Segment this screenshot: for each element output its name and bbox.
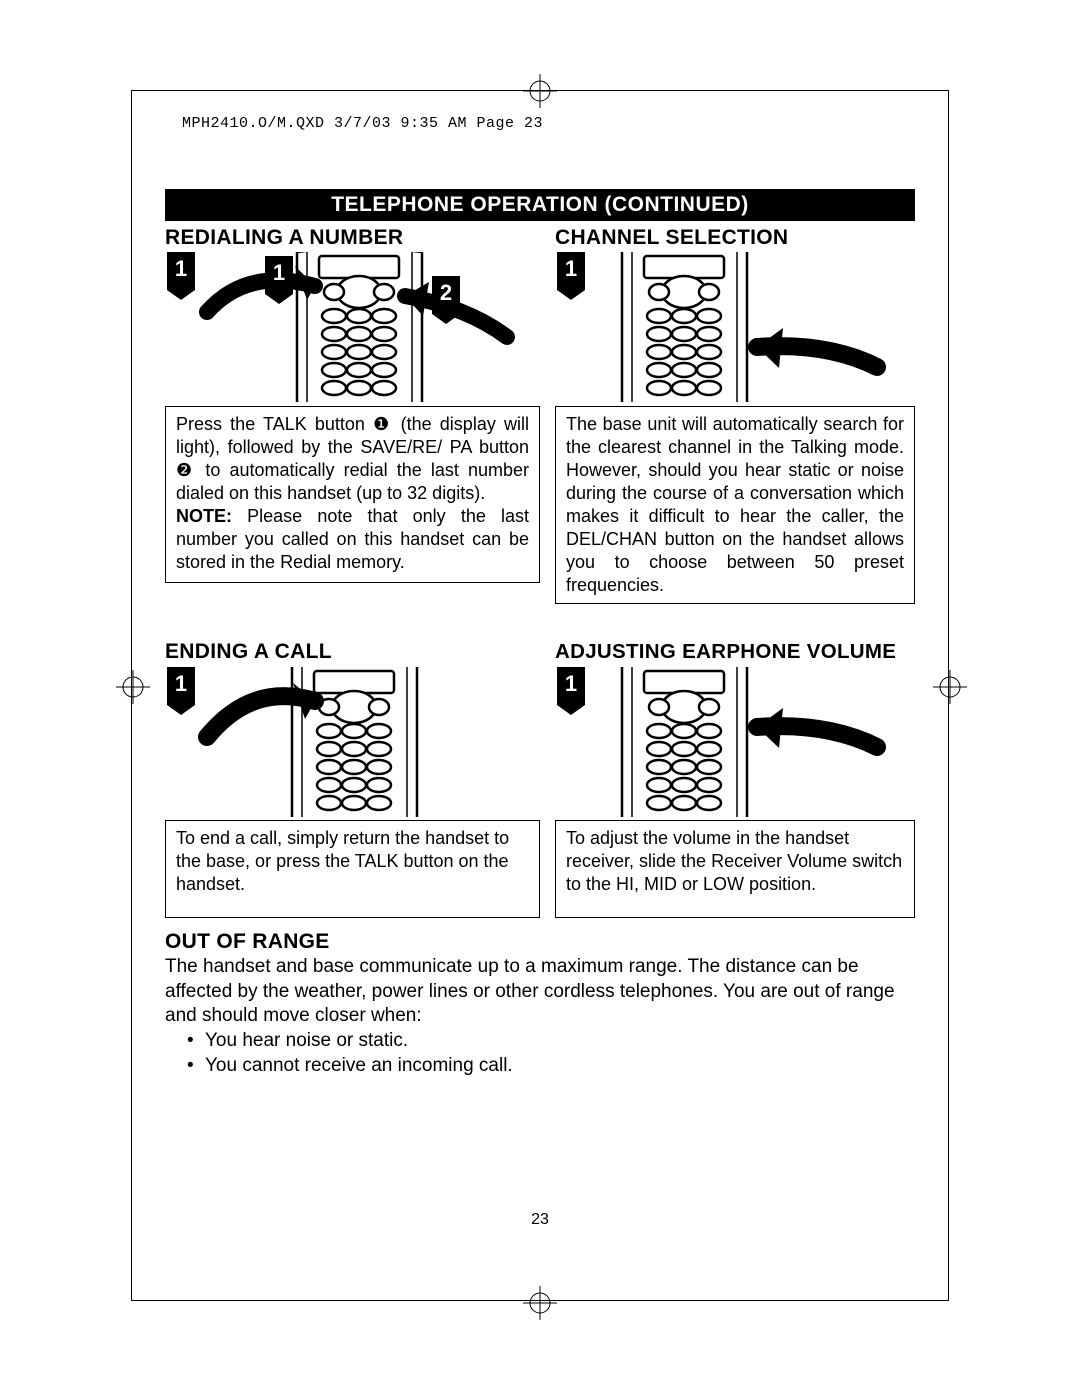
crop-mark-tl: [116, 670, 150, 704]
step-marker-volume-1: 1: [557, 667, 585, 705]
redial-text-mid2: to automatically redial the last number …: [176, 460, 529, 503]
illustration-end-phone: [167, 667, 542, 817]
range-bullet-1: You cannot receive an incoming call.: [187, 1054, 917, 1079]
end-text: To end a call, simply return the handset…: [176, 828, 509, 894]
redial-circ1: ❶: [373, 414, 392, 434]
redial-circ2: ❷: [176, 460, 196, 480]
textbox-redial: Press the TALK button ❶ (the display wil…: [165, 406, 540, 583]
step-marker-end-1: 1: [167, 667, 195, 705]
redial-text-pre: Press the TALK button: [176, 414, 373, 434]
textbox-end: To end a call, simply return the handset…: [165, 820, 540, 918]
range-bullet-0: You hear noise or static.: [187, 1029, 917, 1054]
range-bullets: You hear noise or static. You cannot rec…: [187, 1029, 917, 1078]
doc-header-line: MPH2410.O/M.QXD 3/7/03 9:35 AM Page 23: [182, 115, 543, 132]
step-marker-redial-1a: 1: [167, 252, 195, 290]
page-number: 23: [0, 1211, 1080, 1229]
section-title-bar: TELEPHONE OPERATION (CONTINUED): [165, 189, 915, 221]
illustration-volume-phone: [557, 667, 917, 817]
heading-redial: REDIALING A NUMBER: [165, 226, 403, 250]
volume-text: To adjust the volume in the handset rece…: [566, 828, 902, 894]
heading-volume: ADJUSTING EARPHONE VOLUME: [555, 640, 896, 664]
textbox-volume: To adjust the volume in the handset rece…: [555, 820, 915, 918]
redial-note-label: NOTE:: [176, 506, 232, 526]
crop-mark-top: [523, 74, 557, 108]
range-para: The handset and base communicate up to a…: [165, 955, 917, 1029]
illustration-channel-phone: [557, 252, 917, 402]
textbox-channel: The base unit will automatically search …: [555, 406, 915, 604]
heading-end: ENDING A CALL: [165, 640, 332, 664]
heading-range: OUT OF RANGE: [165, 930, 330, 954]
text-range: The handset and base communicate up to a…: [165, 955, 917, 1078]
crop-mark-bottom: [523, 1286, 557, 1320]
illustration-redial-phone: [167, 252, 542, 402]
step-marker-redial-2: 2: [432, 276, 460, 314]
crop-mark-tr: [933, 670, 967, 704]
step-marker-redial-1b: 1: [265, 256, 293, 294]
heading-channel: CHANNEL SELECTION: [555, 226, 788, 250]
step-marker-channel-1: 1: [557, 252, 585, 290]
channel-text: The base unit will automatically search …: [566, 414, 904, 595]
